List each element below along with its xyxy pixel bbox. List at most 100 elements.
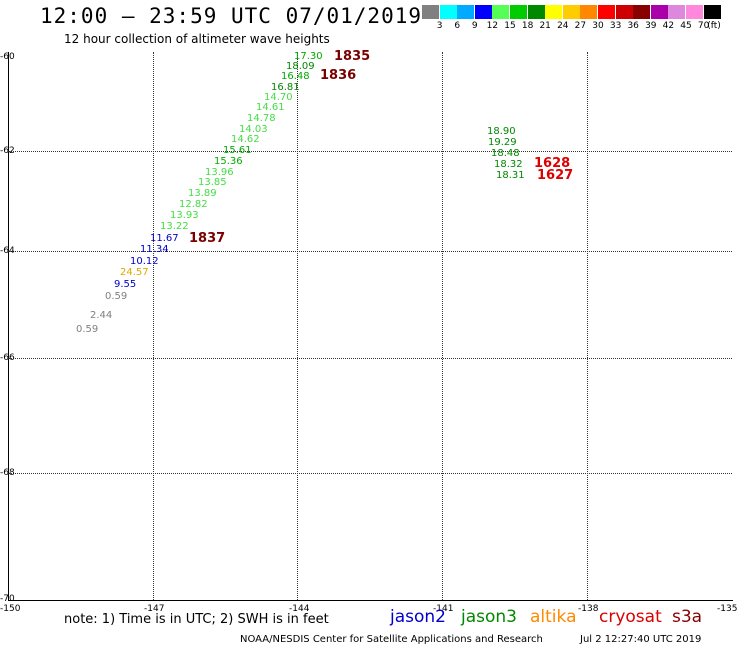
color-scale-swatch (668, 5, 686, 19)
color-scale-label: 45 (680, 21, 692, 31)
pass-time-label: 1835 (334, 49, 371, 64)
color-scale-label: 39 (645, 21, 657, 31)
color-scale-label: 42 (662, 21, 675, 31)
wave-height-value: 11.34 (140, 244, 169, 255)
wave-height-value: 15.36 (214, 156, 243, 167)
color-scale-swatch (562, 5, 580, 19)
map-plot-area (8, 52, 733, 601)
wave-height-value: 15.61 (223, 145, 252, 156)
color-scale-label: 18 (521, 21, 534, 31)
wave-height-value: 17.30 (294, 51, 323, 62)
note-text: note: 1) Time is in UTC; 2) SWH is in fe… (64, 612, 329, 627)
y-axis-label: -70 (0, 594, 15, 604)
color-scale-swatch (457, 5, 475, 19)
pass-time-label: 1628 (534, 156, 571, 171)
wave-height-value: 19.29 (488, 137, 517, 148)
color-scale-label: 24 (557, 21, 569, 31)
wave-height-value: 13.93 (170, 210, 199, 221)
wave-height-value: 16.48 (281, 71, 310, 82)
grid-line-horizontal (8, 473, 732, 474)
wave-height-value: 16.81 (271, 82, 300, 93)
wave-height-value: 13.22 (160, 221, 189, 232)
pass-time-label: 1836 (320, 68, 357, 83)
footer-timestamp: Jul 2 12:27:40 UTC 2019 (580, 634, 702, 645)
wave-height-value: 0.59 (105, 291, 128, 302)
grid-line-horizontal (8, 358, 732, 359)
grid-line-vertical (297, 52, 298, 600)
color-scale-swatch (474, 5, 492, 19)
grid-line-vertical (153, 52, 154, 600)
x-axis-label: -144 (289, 604, 310, 614)
color-scale-label: 12 (486, 21, 499, 31)
legend-jason3: jason3 (461, 607, 517, 627)
legend-altika: altika (530, 607, 577, 627)
wave-height-value: 18.90 (487, 126, 516, 137)
wave-height-value: 18.48 (491, 148, 520, 159)
color-scale-swatch (650, 5, 668, 19)
color-scale-label: 27 (574, 21, 587, 31)
color-scale-swatch (422, 5, 439, 19)
footer-credit: NOAA/NESDIS Center for Satellite Applica… (240, 634, 543, 645)
wave-height-value: 12.82 (179, 199, 208, 210)
color-scale-swatch (580, 5, 598, 19)
wave-height-value: 0.59 (76, 324, 99, 335)
color-scale-label: 21 (539, 21, 551, 31)
grid-line-horizontal (8, 151, 732, 152)
y-axis-label: -60 (0, 52, 15, 62)
grid-line-vertical (442, 52, 443, 600)
color-scale-label: 30 (592, 21, 604, 31)
x-axis-label: -138 (578, 604, 599, 614)
legend-cryosat: cryosat (599, 607, 662, 627)
color-scale-label: 3 (436, 21, 443, 31)
wave-height-value: 14.70 (264, 92, 293, 103)
wave-height-value: 9.55 (114, 279, 137, 290)
color-scale-label: 15 (504, 21, 516, 31)
wave-height-value: 24.57 (120, 267, 149, 278)
x-axis-label: -141 (433, 604, 454, 614)
wave-height-value: 14.61 (256, 102, 285, 113)
wave-height-value: 14.78 (247, 113, 276, 124)
color-scale-label: 33 (609, 21, 622, 31)
wave-height-value: 11.67 (150, 233, 179, 244)
x-axis-label: -150 (0, 604, 21, 614)
color-scale-swatch (598, 5, 615, 19)
color-scale-swatch (633, 5, 651, 19)
x-axis-label: -147 (144, 604, 165, 614)
pass-time-label: 1837 (189, 231, 226, 246)
wave-height-value: 14.62 (231, 134, 260, 145)
wave-height-value: 13.96 (205, 167, 234, 178)
color-scale-swatch (492, 5, 510, 19)
color-scale-swatch (510, 5, 527, 19)
y-axis-label: -66 (0, 353, 15, 363)
color-scale-swatch (615, 5, 633, 19)
legend-s3a: s3a (672, 607, 703, 627)
grid-line-horizontal (8, 251, 732, 252)
wave-height-value: 13.85 (198, 177, 227, 188)
y-axis-label: -62 (0, 146, 15, 156)
color-scale-label: 9 (471, 21, 478, 31)
color-scale-swatch (703, 5, 721, 19)
legend-jason2: jason2 (390, 607, 446, 627)
color-scale-swatch (439, 5, 457, 19)
color-scale-label: 70 (697, 21, 710, 31)
wave-height-value: 2.44 (90, 310, 113, 321)
grid-line-vertical (587, 52, 588, 600)
color-scale-label: 6 (454, 21, 461, 31)
wave-height-value: 13.89 (188, 188, 217, 199)
wave-height-value: 14.03 (239, 124, 268, 135)
color-scale-swatch (686, 5, 703, 19)
wave-height-value: 10.12 (130, 256, 159, 267)
map-subtitle: 12 hour collection of altimeter wave hei… (64, 32, 330, 46)
x-axis-label: -135 (717, 604, 738, 614)
y-axis-label: -64 (0, 246, 15, 256)
wave-height-value: 18.32 (494, 159, 523, 170)
map-title: 12:00 – 23:59 UTC 07/01/2019 (40, 4, 423, 28)
color-scale-label: 36 (627, 21, 639, 31)
pass-time-label: 1627 (537, 168, 574, 183)
wave-height-value: 18.09 (286, 61, 315, 72)
color-scale-swatch (527, 5, 545, 19)
y-axis-label: -68 (0, 468, 15, 478)
wave-height-value: 18.31 (496, 170, 525, 181)
color-scale-unit: (ft) (707, 21, 721, 31)
color-scale-swatch (545, 5, 563, 19)
